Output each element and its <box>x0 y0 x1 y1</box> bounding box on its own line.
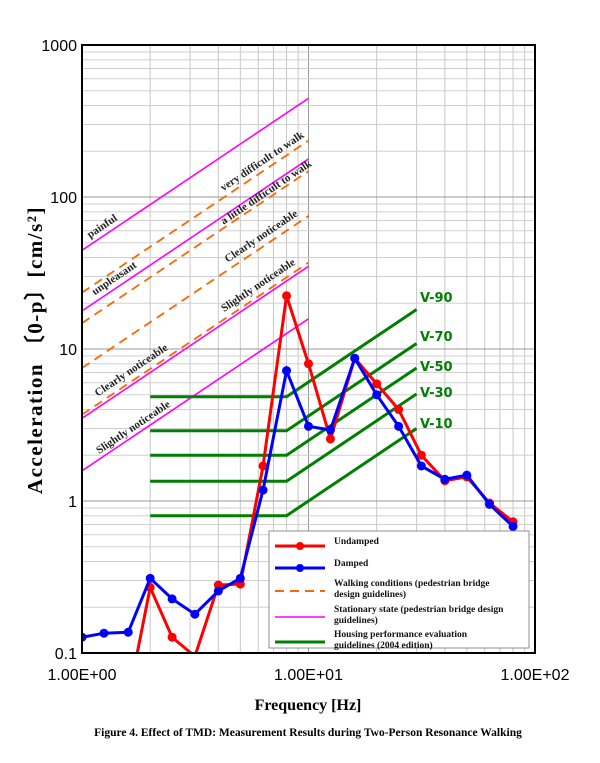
damped-point <box>282 366 292 376</box>
x-tick-label: 1.00E+01 <box>274 667 343 684</box>
y-axis-label: Acceleration 〔0-p〕[cm/s²] <box>23 206 47 494</box>
x-tick-label: 1.00E+00 <box>48 667 117 684</box>
legend-label: Housing performance evaluation <box>334 630 468 640</box>
y-tick-label: 100 <box>50 190 77 207</box>
damped-point <box>167 594 177 604</box>
reference-lines <box>82 97 418 518</box>
undamped-point <box>304 359 313 369</box>
legend-label: guidelines (2004 edition) <box>334 640 433 651</box>
x-axis-label: Frequency [Hz] <box>255 697 362 714</box>
undamped-point <box>394 404 404 414</box>
undamped-point <box>282 291 292 301</box>
damped-point <box>508 521 518 531</box>
tick-labels: 1.00E+00 1.00E+01 1.00E+02 0.1 1 10 100 1000 <box>41 38 569 684</box>
housing-label-v-30: V-30 <box>420 386 453 401</box>
damped-point <box>123 627 133 637</box>
y-tick-label: 10 <box>59 342 77 359</box>
damped-point <box>416 461 426 471</box>
damped-point <box>485 499 495 509</box>
stationary-line <box>82 158 309 312</box>
x-tick-label: 1.00E+02 <box>501 667 570 684</box>
zone-label-very-difficult: very difficult to walk <box>218 129 307 194</box>
y-tick-label: 1 <box>68 494 77 511</box>
plot-frame <box>81 44 536 654</box>
undamped-point <box>258 461 268 471</box>
y-tick-label: 0.1 <box>55 646 77 663</box>
damped-point <box>213 586 223 596</box>
undamped-point <box>372 379 382 389</box>
legend-label: design guidelines) <box>334 589 406 600</box>
legend-label: Undamped <box>334 537 380 547</box>
housing-label-v-50: V-50 <box>420 360 453 375</box>
stationary-line <box>82 318 309 472</box>
zone-label-clearly-lower: Clearly noticeable <box>93 342 171 400</box>
housing-line-v-10 <box>150 427 418 518</box>
walking-line <box>82 215 310 369</box>
housing-label-v-70: V-70 <box>420 330 453 345</box>
stationary-line <box>82 265 309 419</box>
legend-label: guidelines) <box>334 615 378 626</box>
damped-point <box>145 573 155 583</box>
undamped-point <box>416 450 426 460</box>
stationary-line <box>82 97 309 251</box>
housing-level-labels: V-90 V-70 V-50 V-30 V-10 <box>420 291 453 432</box>
damped-point <box>190 609 200 619</box>
y-tick-label: 1000 <box>41 38 77 55</box>
housing-line-v-90 <box>150 308 418 399</box>
damped-point <box>440 474 450 484</box>
damped-point <box>350 353 360 363</box>
legend-label: Stationary state (pedestrian bridge desi… <box>334 604 504 615</box>
housing-line-v-30 <box>150 392 418 483</box>
data-series <box>82 291 518 703</box>
damped-point <box>372 390 382 400</box>
housing-label-v-90: V-90 <box>420 291 453 306</box>
damped-point <box>304 421 313 431</box>
walking-line <box>82 170 310 324</box>
walking-line <box>82 261 310 416</box>
damped-point <box>394 421 404 431</box>
damped-point <box>462 470 472 480</box>
damped-point <box>325 425 335 435</box>
legend-swatch-marker <box>296 542 304 550</box>
walking-line <box>82 139 310 294</box>
zone-label-slightly-lower: Slightly noticeable <box>94 398 173 456</box>
undamped-point <box>325 434 335 444</box>
undamped-point <box>167 632 177 642</box>
damped-point <box>235 573 245 583</box>
legend-label: Damped <box>334 559 369 569</box>
legend-swatch-marker <box>296 564 304 572</box>
undamped-point <box>124 694 133 703</box>
legend-box <box>268 530 530 649</box>
damped-point <box>99 628 109 638</box>
damped-point <box>258 485 268 495</box>
damped-point <box>82 632 87 642</box>
figure-caption: Figure 4. Effect of TMD: Measurement Res… <box>94 727 522 739</box>
legend: Undamped Damped Walking conditions (pedest… <box>268 530 530 651</box>
housing-label-v-10: V-10 <box>420 417 453 432</box>
legend-label: Walking conditions (pedestrian bridge <box>334 578 489 589</box>
housing-line-v-70 <box>150 342 418 433</box>
